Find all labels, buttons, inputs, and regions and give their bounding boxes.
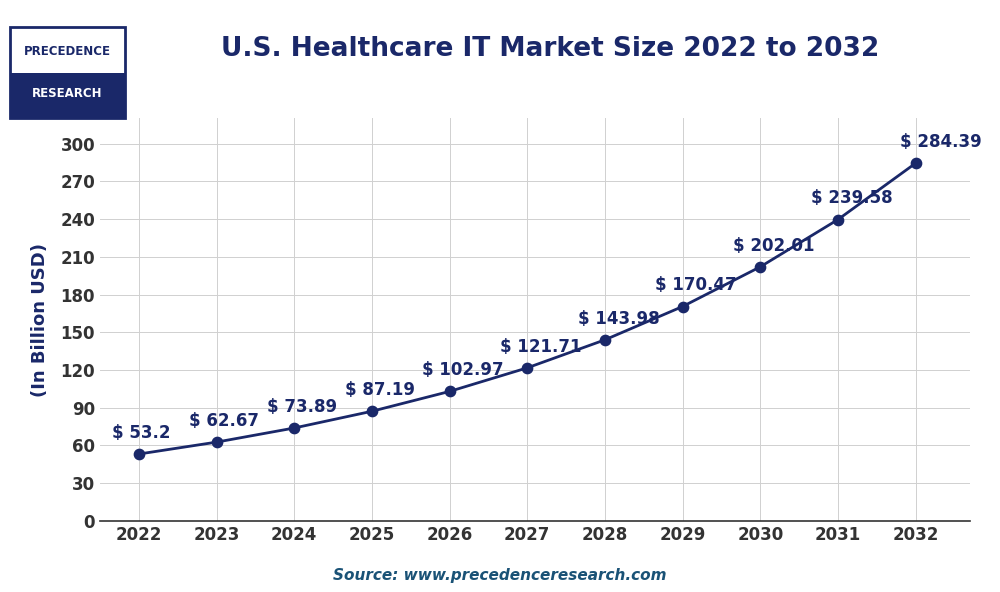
Point xyxy=(830,215,846,224)
Point xyxy=(519,363,535,372)
Text: $ 73.89: $ 73.89 xyxy=(267,398,337,416)
Text: $ 143.98: $ 143.98 xyxy=(578,310,659,328)
Point xyxy=(364,407,380,416)
Point xyxy=(752,262,768,272)
Text: Source: www.precedenceresearch.com: Source: www.precedenceresearch.com xyxy=(333,568,667,583)
Text: RESEARCH: RESEARCH xyxy=(32,87,103,100)
Text: $ 62.67: $ 62.67 xyxy=(189,412,259,430)
Point xyxy=(209,437,225,447)
Text: $ 170.47: $ 170.47 xyxy=(655,276,737,294)
Text: $ 202.01: $ 202.01 xyxy=(733,237,815,255)
Text: PRECEDENCE: PRECEDENCE xyxy=(24,45,111,58)
Text: $ 102.97: $ 102.97 xyxy=(422,361,504,379)
Text: $ 53.2: $ 53.2 xyxy=(112,424,170,442)
Bar xyxy=(10,72,125,118)
Point xyxy=(286,423,302,433)
Point xyxy=(131,449,147,459)
Point xyxy=(675,302,691,311)
Point xyxy=(597,335,613,345)
Text: $ 121.71: $ 121.71 xyxy=(500,338,582,356)
Y-axis label: (In Billion USD): (In Billion USD) xyxy=(31,243,49,397)
Point xyxy=(442,387,458,396)
Text: U.S. Healthcare IT Market Size 2022 to 2032: U.S. Healthcare IT Market Size 2022 to 2… xyxy=(221,36,879,62)
Text: $ 239.58: $ 239.58 xyxy=(811,189,892,207)
Point xyxy=(908,159,924,168)
Text: $ 284.39: $ 284.39 xyxy=(900,133,982,151)
Text: $ 87.19: $ 87.19 xyxy=(345,381,415,399)
